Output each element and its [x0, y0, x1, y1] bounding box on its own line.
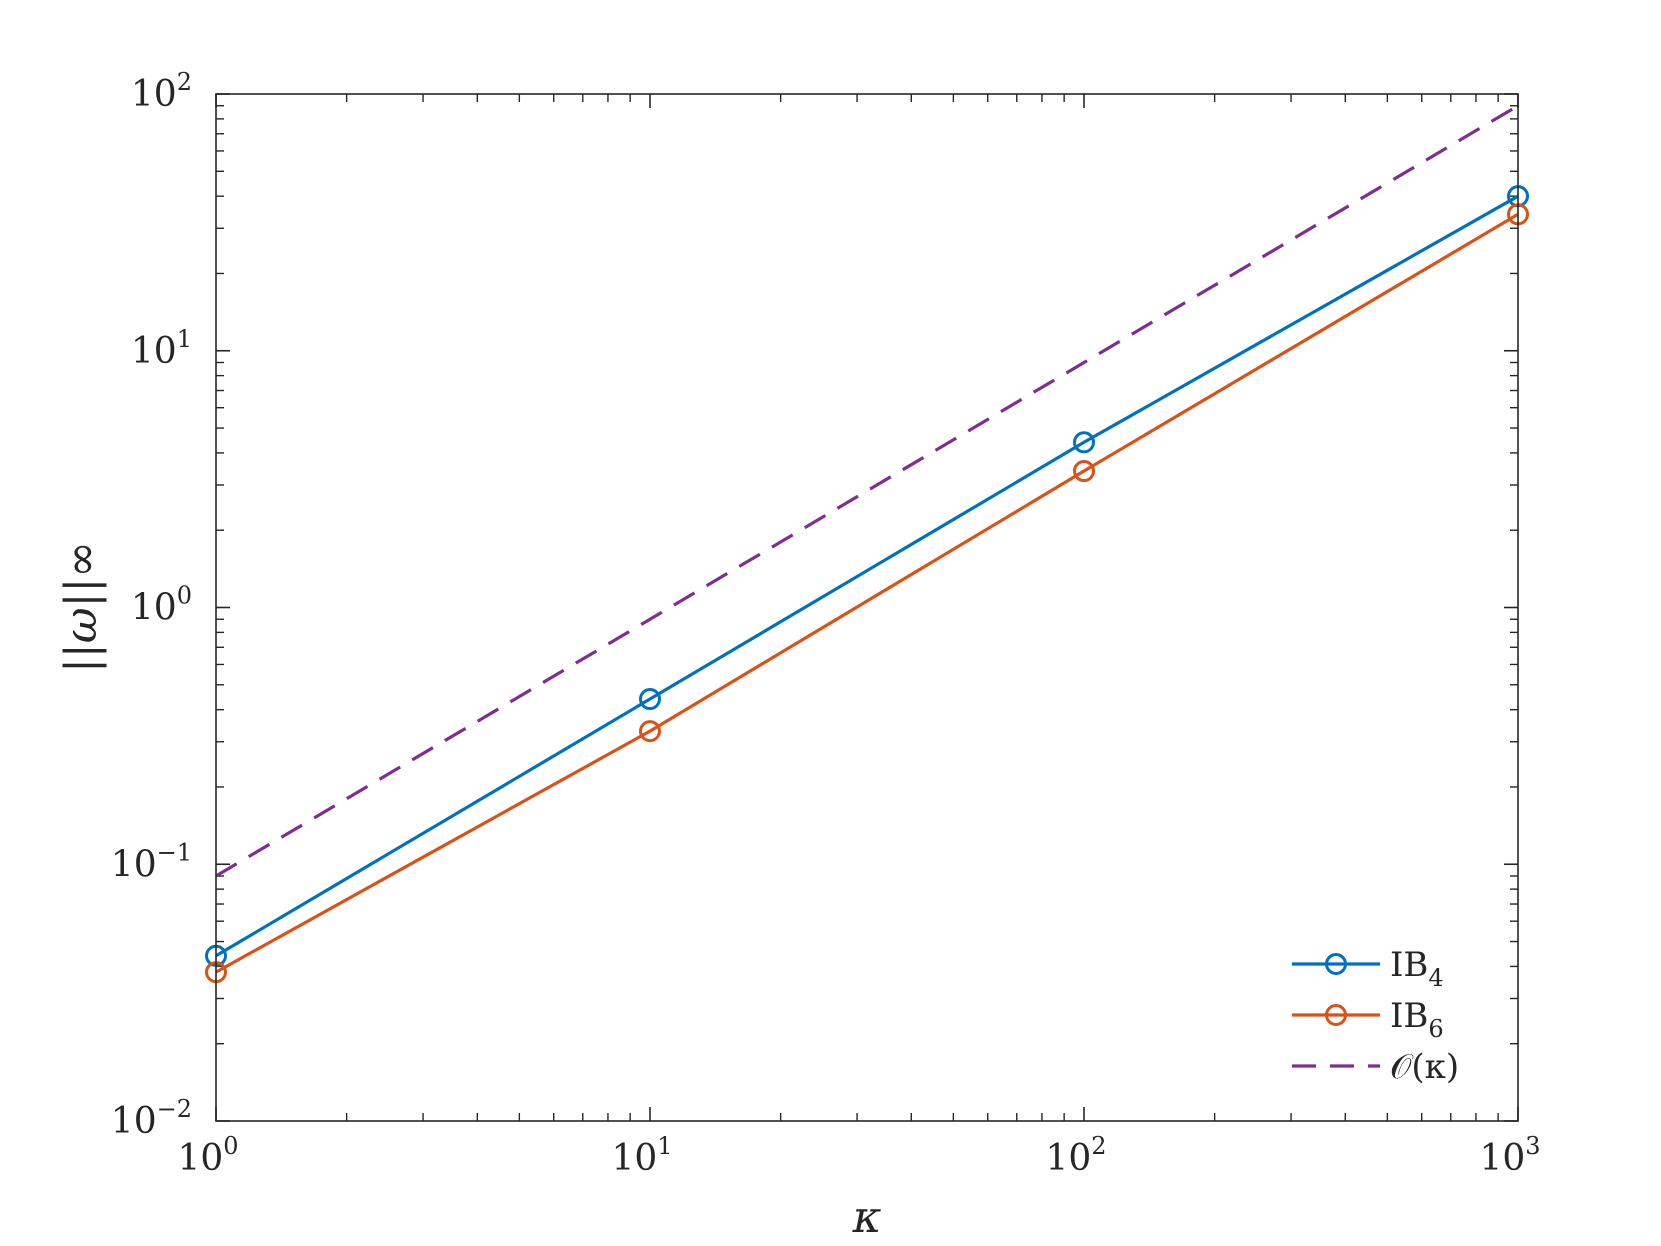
tick-label-base: 10	[131, 588, 177, 629]
tick-label-exponent: 0	[177, 582, 192, 610]
series-line-2	[215, 104, 1519, 878]
legend-label-subscript: 4	[1428, 964, 1443, 992]
tick-label: 100	[177, 1132, 238, 1179]
tick-label-base: 10	[1045, 1138, 1091, 1179]
tick-label-base: 10	[111, 844, 157, 885]
tick-label-base: 10	[131, 331, 177, 372]
tick-label: 103	[1479, 1132, 1540, 1179]
tick-label-base: 10	[1479, 1138, 1525, 1179]
series-line-1	[215, 212, 1519, 974]
series-1-point	[1073, 460, 1095, 483]
minor-ticks	[216, 94, 1518, 1121]
y-axis-title: ||ω||∞	[56, 541, 107, 673]
tick-label-exponent: 1	[177, 325, 192, 353]
series-0-point	[1073, 431, 1095, 454]
series-1-point	[639, 720, 661, 743]
legend-label-name: 𝒪(κ)	[1390, 1047, 1459, 1087]
tick-label-exponent: 2	[177, 68, 192, 96]
tick-label: 101	[611, 1132, 672, 1179]
legend-marker-0	[1325, 953, 1347, 975]
series-line-0	[215, 194, 1519, 958]
legend-label-name: IB	[1390, 996, 1428, 1036]
tick-label-base: 10	[111, 1101, 157, 1142]
x-axis-title: κ	[852, 1192, 882, 1243]
series-0-point	[639, 688, 661, 711]
tick-label-base: 10	[177, 1138, 223, 1179]
tick-label-base: 10	[131, 74, 177, 115]
axes-frame	[215, 93, 1519, 1122]
tick-label-exponent: 2	[1091, 1132, 1106, 1160]
tick-label: 102	[131, 68, 192, 115]
tick-label-exponent: −2	[157, 1095, 192, 1123]
tick-label-exponent: 1	[657, 1132, 672, 1160]
tick-label-base: 10	[611, 1138, 657, 1179]
legend-label-0: IB4	[1390, 945, 1444, 992]
tick-label: 101	[131, 325, 192, 372]
plot-area	[216, 94, 1518, 1121]
tick-label: 102	[1045, 1132, 1106, 1179]
legend-label-subscript: 6	[1428, 1015, 1443, 1043]
legend-label-2: 𝒪(κ)	[1390, 1047, 1459, 1087]
tick-label-exponent: −1	[157, 838, 192, 866]
tick-label: 10−1	[111, 838, 192, 885]
tick-label-exponent: 3	[1525, 1132, 1540, 1160]
tick-label: 100	[131, 582, 192, 629]
tick-label: 10−2	[111, 1095, 192, 1142]
legend-label-name: IB	[1390, 945, 1428, 985]
legend-marker-1	[1325, 1004, 1347, 1026]
tick-label-exponent: 0	[223, 1132, 238, 1160]
x-tick-labels: 100 101 102 103	[177, 1132, 1540, 1179]
legend-label-1: IB6	[1390, 996, 1444, 1043]
